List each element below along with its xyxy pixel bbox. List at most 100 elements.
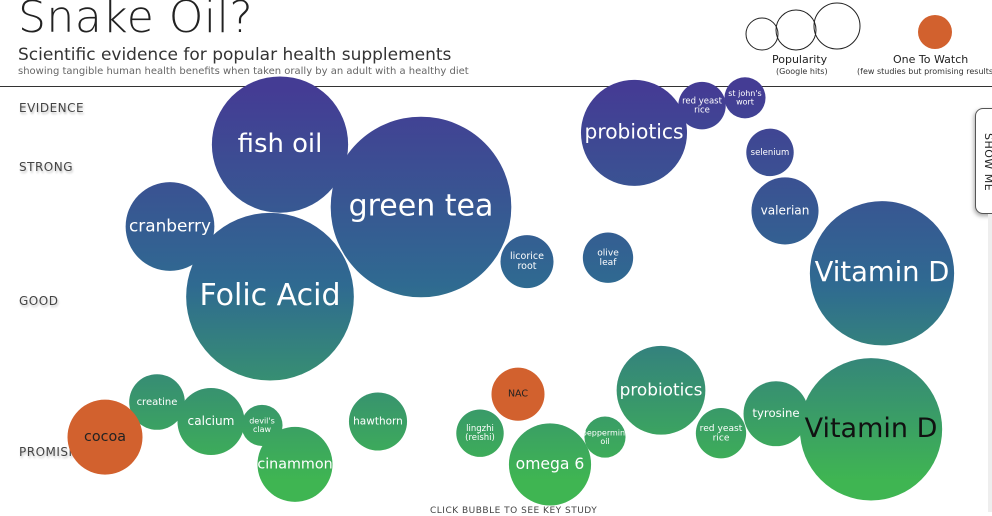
chart-title: Snake Oil?	[18, 0, 254, 43]
bubble-label: wort	[736, 98, 754, 107]
bubble-creatine[interactable]: creatine	[129, 374, 185, 430]
bubble-label: fish oil	[238, 129, 323, 159]
bubble-label: creatine	[137, 397, 178, 408]
bubble-probiotics[interactable]: probiotics	[580, 79, 688, 186]
bubble-label: cranberry	[129, 216, 211, 236]
bubble-label: devil's	[249, 417, 275, 426]
legend-popularity-sub: (Google hits)	[776, 67, 828, 76]
bubble-vitamin-d[interactable]: Vitamin D	[799, 358, 943, 501]
bubble-label: probiotics	[620, 379, 703, 399]
bubble-circle[interactable]	[743, 381, 809, 447]
popularity-legend-circles	[745, 2, 861, 51]
bubble-label: st john's	[728, 89, 761, 98]
bubble-circle[interactable]	[809, 201, 955, 346]
header-divider	[0, 86, 992, 87]
bubble-label: red yeast	[700, 424, 743, 434]
bottom-hint: CLICK BUBBLE TO SEE KEY STUDY	[430, 506, 598, 516]
bubble-circle[interactable]	[799, 358, 943, 501]
bubble-nac[interactable]: NAC	[491, 367, 545, 421]
legend-watch-label: One To Watch	[893, 53, 969, 66]
bubble-label: Folic Acid	[199, 278, 340, 313]
bubble-label: red yeast	[682, 97, 723, 107]
bubble-circle[interactable]	[616, 345, 706, 435]
bubble-circle[interactable]	[125, 182, 215, 271]
bubble-valerian[interactable]: valerian	[751, 177, 819, 245]
legend-watch-sub: (few studies but promising results)	[857, 67, 992, 76]
bubble-circle[interactable]	[746, 128, 794, 177]
show-me-label: SHOW ME	[982, 133, 992, 192]
bubble-circle[interactable]	[724, 77, 766, 119]
axis-level-strong: STRONG	[19, 160, 74, 174]
bubble-label: (reishi)	[465, 433, 495, 443]
bubble-label: Vitamin D	[805, 413, 938, 444]
bubble-circle[interactable]	[500, 235, 554, 289]
bubble-cinammon[interactable]: cinammon	[257, 426, 333, 502]
bubble-selenium[interactable]: selenium	[746, 128, 794, 177]
bubble-circle[interactable]	[491, 367, 545, 421]
bubble-circle[interactable]	[348, 392, 408, 451]
bubble-circle[interactable]	[678, 81, 726, 130]
right-panel-edge	[988, 214, 992, 512]
bubble-label: Vitamin D	[815, 257, 950, 288]
bubble-circle[interactable]	[67, 399, 143, 475]
bubble-circle[interactable]	[508, 423, 592, 506]
bubble-label: lingzhi	[466, 424, 494, 434]
bubble-label: root	[517, 261, 536, 272]
bubble-label: rice	[713, 433, 730, 443]
bubble-calcium[interactable]: calcium	[177, 387, 245, 456]
bubble-label: oil	[600, 437, 609, 446]
chart-description: showing tangible human health benefits w…	[18, 66, 469, 77]
bubble-circle[interactable]	[456, 409, 504, 457]
bubble-circle[interactable]	[177, 387, 245, 456]
bubble-label: licorice	[510, 251, 544, 262]
bubble-fish-oil[interactable]: fish oil	[211, 76, 349, 213]
bubble-folic-acid[interactable]: Folic Acid	[186, 212, 354, 381]
bubble-green-tea[interactable]: green tea	[330, 116, 512, 298]
bubble-label: valerian	[761, 203, 810, 217]
bubble-circle[interactable]	[330, 116, 512, 298]
axis-title-evidence: EVIDENCE	[19, 101, 85, 115]
legend-circle-small	[745, 17, 779, 51]
show-me-tab[interactable]: SHOW ME	[975, 108, 992, 214]
bubble-label: cinammon	[257, 456, 332, 472]
bubble-circle[interactable]	[186, 212, 354, 381]
bubble-lingzhi-reishi-[interactable]: lingzhi(reishi)	[456, 409, 504, 457]
bubble-label: hawthorn	[353, 416, 403, 428]
axis-level-good: GOOD	[19, 294, 59, 308]
bubble-label: cocoa	[84, 429, 126, 445]
bubble-label: peppermint	[582, 428, 628, 437]
bubble-cocoa[interactable]: cocoa	[67, 399, 143, 475]
legend-watch-dot	[918, 15, 952, 49]
bubble-circle[interactable]	[129, 374, 185, 430]
bubble-tyrosine[interactable]: tyrosine	[743, 381, 809, 447]
bubble-probiotics[interactable]: probiotics	[616, 345, 706, 435]
bubble-vitamin-d[interactable]: Vitamin D	[809, 201, 955, 346]
bubble-omega-6[interactable]: omega 6	[508, 423, 592, 506]
bubble-label: omega 6	[516, 455, 585, 473]
bubble-label: olive	[597, 248, 619, 258]
bubble-label: rice	[694, 106, 710, 116]
bubble-circle[interactable]	[582, 232, 634, 283]
bubble-circle[interactable]	[695, 408, 747, 459]
legend-watch-circle	[918, 15, 952, 49]
bubble-circle[interactable]	[257, 426, 333, 502]
bubble-circle[interactable]	[584, 416, 626, 458]
bubble-label: NAC	[508, 389, 528, 400]
bubble-hawthorn[interactable]: hawthorn	[348, 392, 408, 451]
bubble-circle[interactable]	[580, 79, 688, 186]
chart-subtitle: Scientific evidence for popular health s…	[18, 45, 452, 65]
bubble-label: probiotics	[585, 119, 684, 143]
bubble-label: tyrosine	[752, 406, 799, 420]
bubble-label: calcium	[188, 414, 235, 428]
bubble-circle[interactable]	[751, 177, 819, 245]
bubble-cranberry[interactable]: cranberry	[125, 182, 215, 271]
bubble-label: selenium	[751, 148, 790, 158]
bubble-circle[interactable]	[211, 76, 349, 213]
